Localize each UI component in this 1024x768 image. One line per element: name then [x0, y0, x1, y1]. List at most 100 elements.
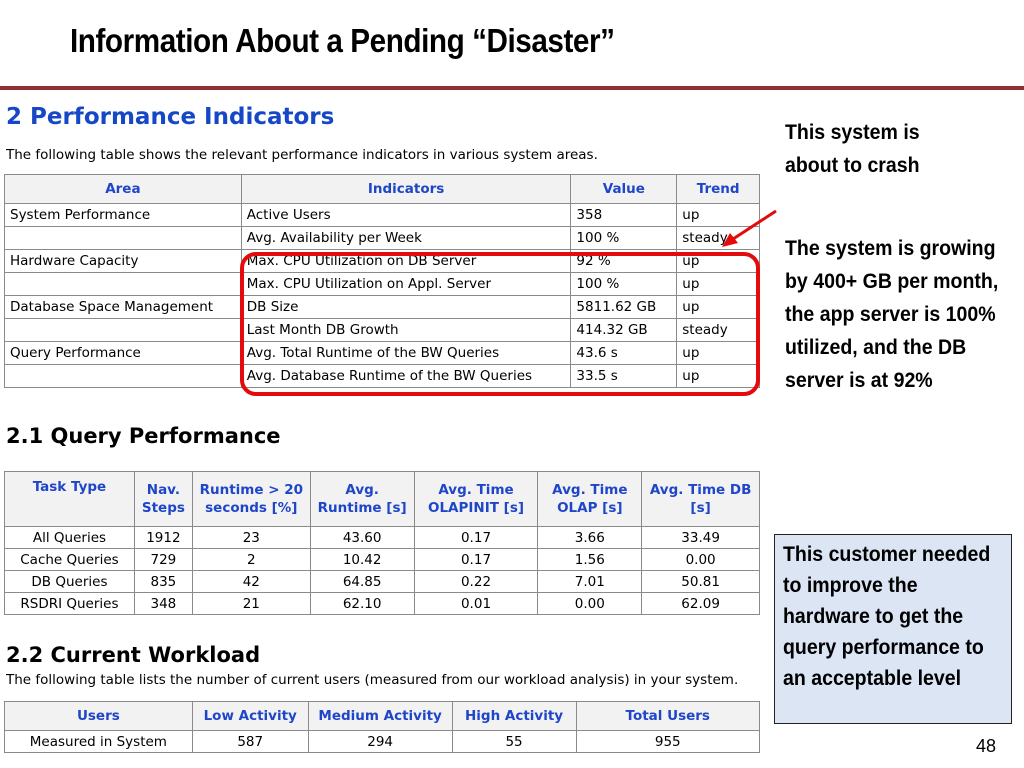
- cell-value: 414.32 GB: [570, 318, 678, 342]
- column-header-task-type: Task Type: [4, 471, 135, 527]
- workload-intro-text: The following table lists the number of …: [6, 672, 739, 688]
- cell-runtime-over-20: 2: [191, 548, 311, 571]
- column-header-trend: Trend: [676, 174, 760, 204]
- table-row: System Performance Active Users 358 up: [4, 203, 760, 227]
- cell-nav-steps: 729: [133, 548, 193, 571]
- cell-avg-olap: 7.01: [537, 570, 643, 593]
- title-divider: [0, 86, 1024, 90]
- cell-avg-olapinit: 0.22: [413, 570, 539, 593]
- cell-value: 92 %: [570, 249, 678, 273]
- cell-avg-db: 0.00: [641, 548, 760, 571]
- column-header-area: Area: [4, 174, 242, 204]
- column-header-runtime-over-20: Runtime > 20 seconds [%]: [191, 471, 311, 527]
- cell-area: [4, 364, 242, 388]
- cell-total-users: 955: [575, 730, 761, 753]
- cell-value: 33.5 s: [570, 364, 678, 388]
- query-performance-table: Task Type Nav. Steps Runtime > 20 second…: [4, 471, 760, 615]
- cell-users: Measured in System: [4, 730, 193, 753]
- column-header-avg-db: Avg. Time DB [s]: [641, 471, 760, 527]
- table-row: Measured in System 587 294 55 955: [4, 730, 761, 753]
- table-row: Database Space Management DB Size 5811.6…: [4, 295, 760, 319]
- cell-trend: up: [676, 364, 760, 388]
- customer-callout-text: This customer needed to improve the hard…: [783, 543, 991, 690]
- current-workload-table: Users Low Activity Medium Activity High …: [4, 701, 761, 753]
- table-row: Query Performance Avg. Total Runtime of …: [4, 341, 760, 365]
- cell-trend: steady: [676, 318, 760, 342]
- cell-indicator: Max. CPU Utilization on DB Server: [240, 249, 572, 273]
- cell-task-type: All Queries: [4, 526, 135, 549]
- column-header-avg-olap: Avg. Time OLAP [s]: [537, 471, 643, 527]
- column-header-indicators: Indicators: [240, 174, 572, 204]
- cell-nav-steps: 835: [133, 570, 193, 593]
- cell-area: [4, 318, 242, 342]
- cell-trend: up: [676, 295, 760, 319]
- table-row: Max. CPU Utilization on Appl. Server 100…: [4, 272, 760, 296]
- column-header-low-activity: Low Activity: [191, 701, 309, 731]
- cell-task-type: Cache Queries: [4, 548, 135, 571]
- cell-avg-db: 62.09: [641, 592, 760, 615]
- performance-intro-text: The following table shows the relevant p…: [6, 147, 598, 163]
- cell-value: 100 %: [570, 272, 678, 296]
- red-arrow-icon: [722, 209, 777, 247]
- cell-indicator: Avg. Total Runtime of the BW Queries: [240, 341, 572, 365]
- page-number: 48: [976, 736, 997, 756]
- cell-area: System Performance: [4, 203, 242, 227]
- performance-indicators-heading: 2 Performance Indicators: [6, 104, 335, 130]
- cell-task-type: RSDRI Queries: [4, 592, 135, 615]
- slide-title: Information About a Pending “Disaster”: [70, 22, 615, 59]
- cell-avg-olap: 3.66: [537, 526, 643, 549]
- customer-callout-box: This customer needed to improve the hard…: [774, 534, 1012, 724]
- column-header-avg-runtime: Avg. Runtime [s]: [309, 471, 415, 527]
- cell-avg-olapinit: 0.01: [413, 592, 539, 615]
- cell-indicator: Last Month DB Growth: [240, 318, 572, 342]
- cell-avg-runtime: 64.85: [309, 570, 415, 593]
- table-row: DB Queries 835 42 64.85 0.22 7.01 50.81: [4, 570, 760, 593]
- cell-area: Hardware Capacity: [4, 249, 242, 273]
- cell-value: 43.6 s: [570, 341, 678, 365]
- table-row: RSDRI Queries 348 21 62.10 0.01 0.00 62.…: [4, 592, 760, 615]
- cell-avg-db: 50.81: [641, 570, 760, 593]
- table-row: Hardware Capacity Max. CPU Utilization o…: [4, 249, 760, 273]
- cell-runtime-over-20: 23: [191, 526, 311, 549]
- cell-trend: up: [676, 341, 760, 365]
- cell-value: 5811.62 GB: [570, 295, 678, 319]
- cell-trend: steady: [676, 226, 760, 250]
- column-header-total-users: Total Users: [575, 701, 761, 731]
- table-row: Avg. Database Runtime of the BW Queries …: [4, 364, 760, 388]
- column-header-medium-activity: Medium Activity: [307, 701, 453, 731]
- column-header-users: Users: [4, 701, 193, 731]
- cell-avg-runtime: 43.60: [309, 526, 415, 549]
- column-header-nav-steps: Nav. Steps: [133, 471, 193, 527]
- cell-trend: up: [676, 272, 760, 296]
- cell-indicator: Max. CPU Utilization on Appl. Server: [240, 272, 572, 296]
- table-row: Avg. Availability per Week 100 % steady: [4, 226, 760, 250]
- column-header-high-activity: High Activity: [451, 701, 577, 731]
- cell-avg-olapinit: 0.17: [413, 526, 539, 549]
- cell-nav-steps: 1912: [133, 526, 193, 549]
- cell-nav-steps: 348: [133, 592, 193, 615]
- table-row: Cache Queries 729 2 10.42 0.17 1.56 0.00: [4, 548, 760, 571]
- crash-note: This system is about to crash: [785, 121, 920, 177]
- cell-task-type: DB Queries: [4, 570, 135, 593]
- query-performance-heading: 2.1 Query Performance: [6, 424, 281, 448]
- cell-avg-runtime: 62.10: [309, 592, 415, 615]
- cell-avg-db: 33.49: [641, 526, 760, 549]
- cell-area: Database Space Management: [4, 295, 242, 319]
- cell-trend: up: [676, 203, 760, 227]
- performance-indicators-table: Area Indicators Value Trend System Perfo…: [4, 174, 760, 388]
- cell-runtime-over-20: 21: [191, 592, 311, 615]
- cell-value: 100 %: [570, 226, 678, 250]
- cell-indicator: Avg. Availability per Week: [240, 226, 572, 250]
- column-header-value: Value: [570, 174, 678, 204]
- cell-avg-runtime: 10.42: [309, 548, 415, 571]
- cell-indicator: DB Size: [240, 295, 572, 319]
- growth-note: The system is growing by 400+ GB per mon…: [785, 237, 999, 392]
- table-row: All Queries 1912 23 43.60 0.17 3.66 33.4…: [4, 526, 760, 549]
- cell-avg-olap: 0.00: [537, 592, 643, 615]
- cell-area: [4, 226, 242, 250]
- table-row: Last Month DB Growth 414.32 GB steady: [4, 318, 760, 342]
- cell-high-activity: 55: [451, 730, 577, 753]
- cell-low-activity: 587: [191, 730, 309, 753]
- cell-value: 358: [570, 203, 678, 227]
- cell-area: Query Performance: [4, 341, 242, 365]
